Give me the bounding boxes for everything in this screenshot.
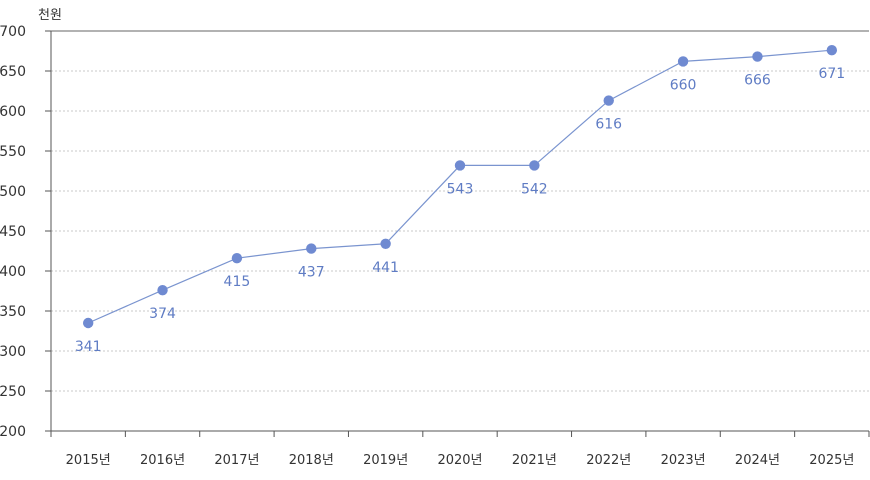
data-point	[677, 56, 689, 67]
y-tick-label: 350	[0, 304, 26, 320]
data-point	[231, 253, 243, 264]
data-point	[454, 160, 466, 171]
data-label: 616	[595, 117, 622, 133]
y-tick-label: 400	[0, 264, 26, 280]
x-tick-label: 2020년	[437, 453, 482, 468]
x-tick-label: 2021년	[512, 453, 557, 468]
data-label: 543	[447, 181, 474, 197]
data-points	[82, 45, 838, 329]
data-point	[603, 95, 614, 106]
y-tick-labels: 200 250 300 350 400 450 500 550 600 650 700	[0, 24, 26, 440]
y-tick-label: 300	[0, 344, 26, 360]
data-label: 671	[818, 66, 845, 82]
x-tick-label: 2019년	[363, 453, 408, 468]
data-label: 341	[75, 339, 102, 355]
data-point	[752, 51, 763, 62]
y-tick-label: 200	[0, 424, 26, 440]
data-label: 441	[372, 260, 399, 276]
data-point	[826, 45, 838, 56]
data-point	[380, 238, 391, 249]
data-label: 374	[149, 306, 176, 322]
data-label: 660	[670, 77, 697, 93]
data-label: 437	[298, 265, 325, 281]
x-tick-labels: 2015년 2016년 2017년 2018년 2019년 2020년 2021년 2022년…	[66, 453, 855, 468]
x-tick-label: 2025년	[809, 453, 854, 468]
data-label: 415	[224, 274, 251, 290]
y-axis-unit: 천원	[38, 8, 62, 23]
axes	[45, 30, 870, 437]
gridlines	[51, 30, 869, 392]
y-tick-label: 550	[0, 144, 26, 160]
y-tick-label: 250	[0, 384, 26, 400]
data-point	[82, 317, 94, 329]
x-tick-label: 2024년	[735, 453, 780, 468]
y-tick-label: 450	[0, 224, 26, 240]
x-tick-label: 2022년	[586, 453, 631, 468]
data-label: 542	[521, 181, 548, 197]
y-tick-label: 650	[0, 64, 26, 80]
data-label: 666	[744, 73, 771, 89]
y-tick-label: 700	[0, 24, 26, 40]
x-tick-label: 2016년	[140, 453, 185, 468]
data-labels: 341 374 415 437 441 543 542 616 660 666 671	[75, 66, 845, 355]
y-tick-label: 500	[0, 184, 26, 200]
x-tick-label: 2015년	[66, 453, 111, 468]
x-tick-label: 2023년	[661, 453, 706, 468]
data-point	[157, 285, 168, 296]
x-tick-label: 2017년	[214, 453, 259, 468]
y-tick-label: 600	[0, 104, 26, 120]
x-tick-label: 2018년	[289, 453, 334, 468]
data-point	[529, 160, 540, 171]
data-point	[306, 243, 317, 254]
